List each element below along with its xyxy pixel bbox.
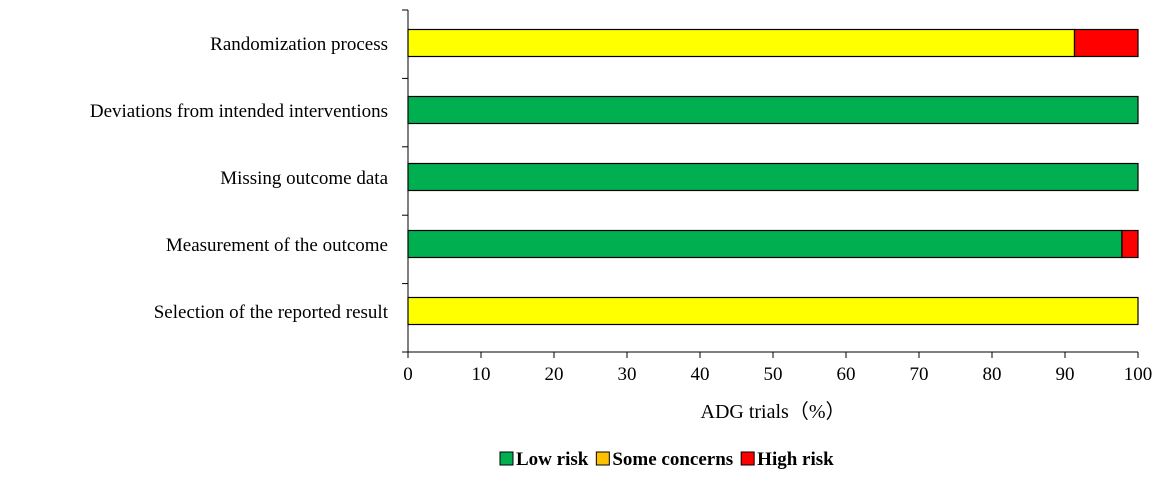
x-tick-label-6: 60 bbox=[837, 364, 856, 385]
x-tick-labels: 0 10 20 30 40 50 60 70 80 90 100 bbox=[403, 364, 1152, 385]
x-tick-label-9: 90 bbox=[1056, 364, 1075, 385]
x-axis-title: ADG trials（%） bbox=[701, 400, 846, 423]
category-label-5: Selection of the reported result bbox=[154, 302, 389, 323]
category-label-3: Missing outcome data bbox=[220, 168, 388, 189]
bar-segment-1-2 bbox=[407, 28, 1076, 58]
x-tick-label-3: 30 bbox=[618, 364, 637, 385]
category-labels: Randomization process Deviations from int… bbox=[90, 34, 389, 323]
category-label-2: Deviations from intended interventions bbox=[90, 101, 388, 122]
legend-swatch-1 bbox=[499, 451, 514, 466]
bars-group bbox=[407, 28, 1139, 326]
legend-swatch-2 bbox=[595, 451, 610, 466]
bar-segment-1-3 bbox=[1073, 28, 1139, 58]
x-tick-label-4: 40 bbox=[691, 364, 710, 385]
category-label-1: Randomization process bbox=[210, 34, 388, 55]
x-tick-label-7: 70 bbox=[910, 364, 929, 385]
category-label-4: Measurement of the outcome bbox=[166, 235, 388, 256]
x-tick-label-8: 80 bbox=[983, 364, 1002, 385]
x-tick-label-10: 100 bbox=[1124, 364, 1153, 385]
legend-label-1: Low risk bbox=[516, 449, 589, 470]
bar-segment-3-1 bbox=[407, 162, 1139, 192]
legend-label-3: High risk bbox=[757, 449, 834, 470]
bar-segment-4-3 bbox=[1121, 229, 1139, 259]
legend: Low risk Some concerns High risk bbox=[499, 449, 834, 470]
x-tick-label-5: 50 bbox=[764, 364, 783, 385]
x-tick-label-2: 20 bbox=[545, 364, 564, 385]
x-tick-label-0: 0 bbox=[403, 364, 413, 385]
bar-segment-2-1 bbox=[407, 95, 1139, 125]
legend-label-2: Some concerns bbox=[612, 449, 733, 470]
bar-segment-4-1 bbox=[407, 229, 1123, 259]
legend-swatch-3 bbox=[740, 451, 755, 466]
x-tick-label-1: 10 bbox=[472, 364, 491, 385]
bar-segment-5-2 bbox=[407, 296, 1139, 326]
axes-group bbox=[402, 9, 1139, 358]
